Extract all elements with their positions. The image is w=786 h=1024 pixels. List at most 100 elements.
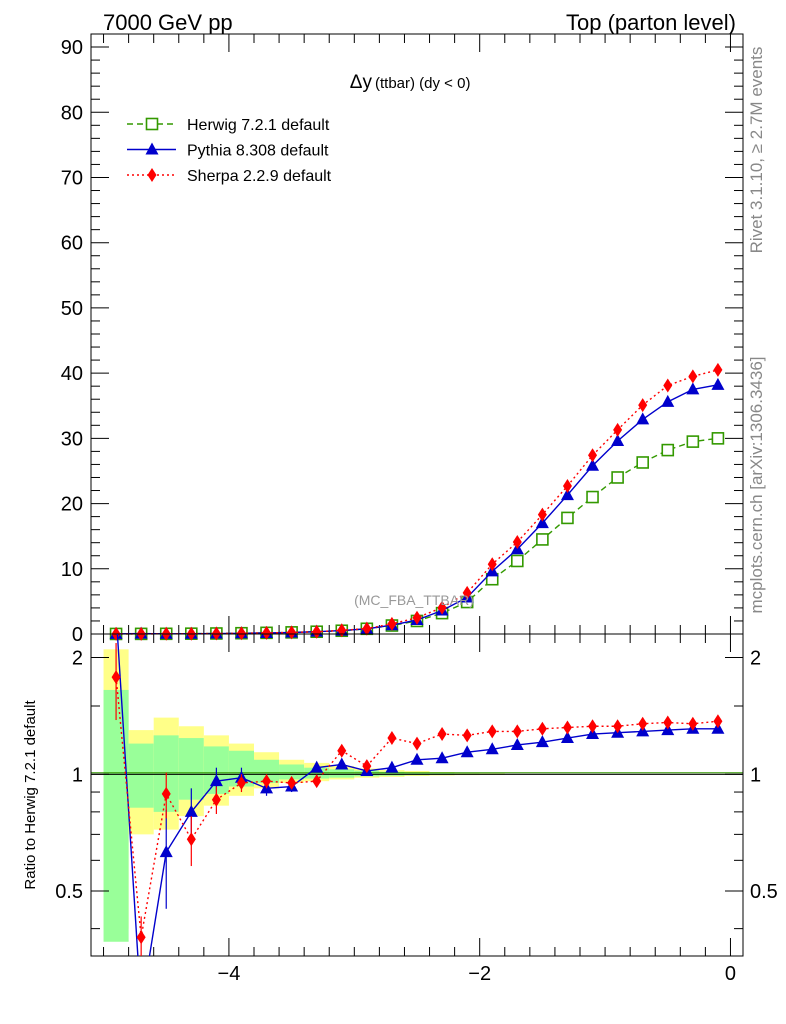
pythia-ratio-point xyxy=(410,752,424,765)
sherpa-ratio-point xyxy=(613,719,623,734)
legend: Herwig 7.2.1 default Pythia 8.308 default… xyxy=(127,117,332,185)
band-green xyxy=(103,689,129,942)
legend-label-herwig: Herwig 7.2.1 default xyxy=(187,117,330,134)
sherpa-ratio-point xyxy=(362,759,372,774)
plot-title-main: Δy xyxy=(350,72,373,93)
header-left: 7000 GeV pp xyxy=(103,10,233,35)
y-tick-label: 10 xyxy=(61,559,83,581)
sherpa-point xyxy=(562,478,572,493)
sherpa-point xyxy=(287,625,297,640)
band-green xyxy=(128,743,154,808)
pythia-ratio-point xyxy=(335,757,349,770)
herwig-point xyxy=(711,432,725,445)
ratio-panel: 0.5 0.5 1 1 2 2 −4 −2 0 Ratio to Herwig 7.2.1 d… xyxy=(22,633,778,1013)
main-panel: 0 10 20 30 40 50 60 70 80 90 (MC_FBA_TTBAR) Δy (t… xyxy=(61,33,744,646)
pythia-point xyxy=(711,377,725,390)
legend-label-pythia: Pythia 8.308 default xyxy=(187,143,329,160)
ratio-y-tick-label: 0.5 xyxy=(55,881,83,903)
pythia-ratio-point xyxy=(485,742,499,755)
sherpa-point xyxy=(412,610,422,625)
sherpa-ratio-point xyxy=(688,716,698,731)
sherpa-ratio-point xyxy=(236,775,246,790)
pythia-point xyxy=(661,394,675,407)
pythia-ratio-point xyxy=(184,804,198,817)
sherpa-point xyxy=(387,616,397,631)
x-tick-label: 0 xyxy=(725,963,736,985)
ratio-frame xyxy=(90,633,744,957)
y-tick-label: 50 xyxy=(61,298,83,320)
sherpa-ratio-point xyxy=(337,743,347,758)
header-right: Top (parton level) xyxy=(566,10,736,35)
sherpa-ratio-point xyxy=(211,792,221,807)
sherpa-point xyxy=(613,422,623,437)
x-tick-label: −2 xyxy=(468,963,491,985)
sherpa-point xyxy=(688,369,698,384)
y-tick-label: 70 xyxy=(61,167,83,189)
sherpa-ratio-point xyxy=(713,714,723,729)
ratio-y-axis: 0.5 0.5 1 1 2 2 xyxy=(55,648,778,930)
sherpa-ratio-point xyxy=(588,719,598,734)
pythia-point xyxy=(535,516,549,529)
legend-marker-pythia xyxy=(145,142,159,155)
sherpa-ratio-point xyxy=(111,670,121,685)
sherpa-point xyxy=(236,626,246,641)
sherpa-point xyxy=(512,535,522,550)
band-green xyxy=(279,764,305,780)
y-tick-label: 60 xyxy=(61,233,83,255)
pythia-ratio-line xyxy=(116,634,718,956)
pythia-ratio-point xyxy=(560,731,574,744)
rivet-label: Rivet 3.1.10, ≥ 2.7M events xyxy=(747,47,766,254)
sherpa-ratio-point xyxy=(136,930,146,945)
sherpa-point xyxy=(537,507,547,522)
sherpa-point xyxy=(588,448,598,463)
pythia-point xyxy=(636,412,650,425)
y-tick-label: 90 xyxy=(61,37,83,59)
legend-marker-herwig xyxy=(145,117,159,131)
ratio-ylabel: Ratio to Herwig 7.2.1 default xyxy=(22,700,39,890)
main-y-axis: 0 10 20 30 40 50 60 70 80 90 xyxy=(61,34,743,646)
sherpa-ratio-point xyxy=(462,728,472,743)
ratio-y-tick-label-right: 0.5 xyxy=(750,881,778,903)
y-tick-label: 40 xyxy=(61,363,83,385)
sherpa-point xyxy=(437,600,447,615)
sherpa-ratio-point xyxy=(287,775,297,790)
sherpa-point xyxy=(312,624,322,639)
sherpa-ratio-point xyxy=(312,774,322,789)
band-green xyxy=(329,769,355,778)
y-tick-label: 20 xyxy=(61,494,83,516)
sherpa-ratio-point xyxy=(387,731,397,746)
legend-label-sherpa: Sherpa 2.2.9 default xyxy=(187,168,332,185)
pythia-ratio-point xyxy=(535,735,549,748)
pythia-point xyxy=(560,488,574,501)
sherpa-ratio-point xyxy=(562,720,572,735)
ratio-y-tick-label-right: 2 xyxy=(750,648,761,670)
sherpa-ratio-point xyxy=(487,724,497,739)
pythia-ratio-point xyxy=(135,1001,148,1013)
ratio-clipped xyxy=(111,634,725,1013)
pythia-point xyxy=(611,433,625,446)
pythia-point xyxy=(686,382,700,395)
sherpa-point xyxy=(362,621,372,636)
pythia-ratio-point xyxy=(310,760,324,773)
pythia-ratio-point xyxy=(159,845,173,858)
sherpa-ratio-point xyxy=(262,774,272,789)
herwig-point xyxy=(536,533,549,546)
sherpa-point xyxy=(262,625,272,640)
sherpa-point xyxy=(462,585,472,600)
y-tick-label: 80 xyxy=(61,102,83,124)
y-tick-label: 30 xyxy=(61,428,83,450)
sherpa-ratio-point xyxy=(537,721,547,736)
x-axis: −4 −2 0 xyxy=(103,634,736,985)
herwig-point xyxy=(636,456,649,469)
sherpa-point xyxy=(487,557,497,572)
herwig-point xyxy=(661,443,675,457)
mcplots-label: mcplots.cern.ch [arXiv:1306.3436] xyxy=(747,356,766,613)
y-tick-label: 0 xyxy=(72,624,83,646)
sherpa-ratio-point xyxy=(161,786,171,801)
herwig-point xyxy=(586,490,599,504)
pythia-ratio-point xyxy=(510,737,524,750)
pythia-ratio-point xyxy=(460,745,474,758)
pythia-ratio-point xyxy=(385,760,399,773)
sherpa-ratio-point xyxy=(512,724,522,739)
